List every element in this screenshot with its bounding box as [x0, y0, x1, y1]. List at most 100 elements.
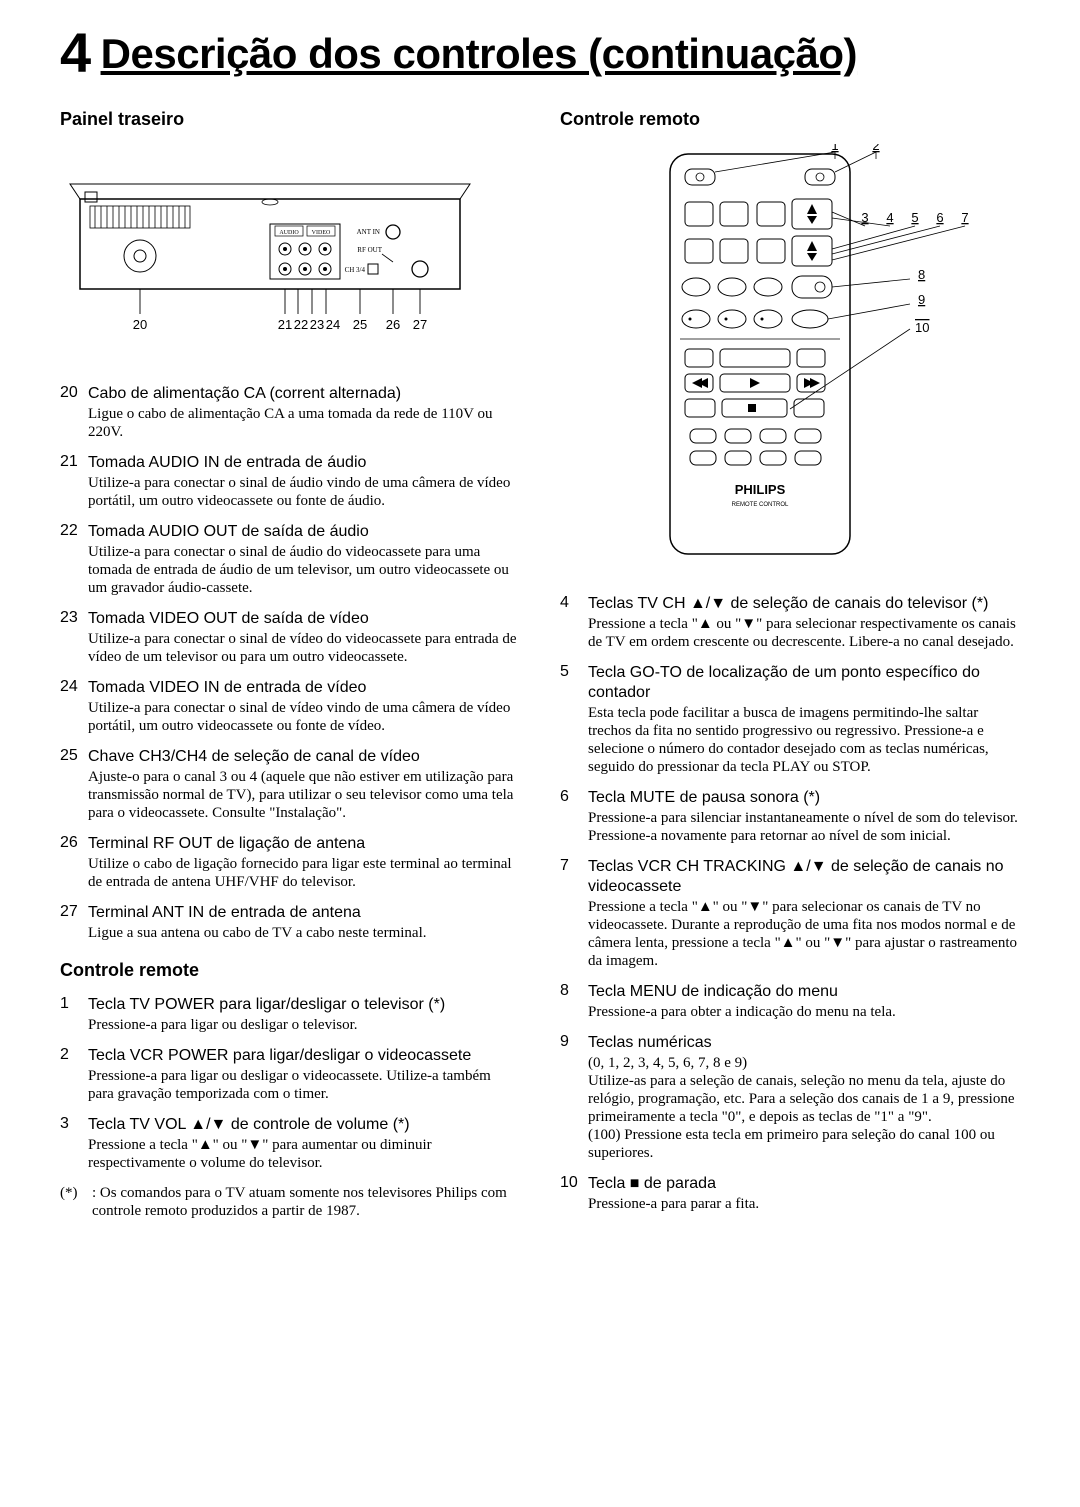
rlabel-4: 4: [886, 210, 893, 225]
item-body: Tomada VIDEO OUT de saída de vídeoUtiliz…: [88, 609, 520, 666]
item-label: Teclas numéricas: [588, 1033, 1020, 1053]
description-item: 24Tomada VIDEO IN de entrada de vídeoUti…: [60, 678, 520, 735]
item-number: 8: [560, 982, 588, 1021]
item-number: 21: [60, 453, 88, 510]
item-description: Utilize-a para conectar o sinal de vídeo…: [88, 630, 520, 666]
rlabel-5: 5: [911, 210, 918, 225]
description-item: 8Tecla MENU de indicação do menuPression…: [560, 982, 1020, 1021]
diag-label-22: 22: [294, 317, 308, 332]
item-description: Pressione-a para ligar ou desligar o tel…: [88, 1016, 520, 1034]
footnote: (*) : Os comandos para o TV atuam soment…: [60, 1184, 520, 1220]
page-title: 4Descrição dos controles (continuação): [60, 20, 1020, 85]
item-description: Ajuste-o para o canal 3 ou 4 (aquele que…: [88, 768, 520, 822]
item-number: 2: [60, 1046, 88, 1103]
diag-label-24: 24: [326, 317, 340, 332]
item-label: Terminal ANT IN de entrada de antena: [88, 903, 520, 923]
item-description: Utilize-a para conectar o sinal de vídeo…: [88, 699, 520, 735]
description-item: 10Tecla ■ de paradaPressione-a para para…: [560, 1174, 1020, 1213]
rlabel-7: 7: [961, 210, 968, 225]
description-item: 23Tomada VIDEO OUT de saída de vídeoUtil…: [60, 609, 520, 666]
item-body: Tecla TV VOL ▲/▼ de controle de volume (…: [88, 1115, 520, 1172]
item-description: Pressione a tecla "▲ ou "▼" para selecio…: [588, 615, 1020, 651]
item-number: 7: [560, 857, 588, 970]
item-number: 4: [560, 594, 588, 651]
diag-label-23: 23: [310, 317, 324, 332]
item-body: Teclas numéricas(0, 1, 2, 3, 4, 5, 6, 7,…: [588, 1033, 1020, 1162]
rear-items-list: 20Cabo de alimentação CA (corrent altern…: [60, 384, 520, 942]
footnote-mark: (*): [60, 1184, 92, 1220]
item-body: Teclas TV CH ▲/▼ de seleção de canais do…: [588, 594, 1020, 651]
title-text: Descrição dos controles (continuação): [101, 30, 857, 77]
item-label: Tecla TV POWER para ligar/desligar o tel…: [88, 995, 520, 1015]
label-audio: AUDIO: [279, 230, 299, 236]
item-number: 23: [60, 609, 88, 666]
item-label: Teclas VCR CH TRACKING ▲/▼ de seleção de…: [588, 857, 1020, 897]
item-number: 1: [60, 995, 88, 1034]
rear-panel-heading: Painel traseiro: [60, 109, 520, 130]
item-number: 25: [60, 747, 88, 822]
item-description: Pressione-a para obter a indicação do me…: [588, 1003, 1020, 1021]
diag-label-21: 21: [278, 317, 292, 332]
item-label: Tecla ■ de parada: [588, 1174, 1020, 1194]
rlabel-8: 8: [918, 267, 925, 282]
rlabel-1: 1: [831, 144, 838, 153]
item-label: Teclas TV CH ▲/▼ de seleção de canais do…: [588, 594, 1020, 614]
description-item: 21Tomada AUDIO IN de entrada de áudioUti…: [60, 453, 520, 510]
remote-diagram: PHILIPS REMOTE CONTROL 1 2 3: [560, 144, 1020, 564]
item-label: Tecla GO-TO de localização de um ponto e…: [588, 663, 1020, 703]
diag-label-25: 25: [353, 317, 367, 332]
item-description: Ligue o cabo de alimentação CA a uma tom…: [88, 405, 520, 441]
rlabel-10: 10: [915, 320, 929, 335]
left-column: Painel traseiro: [60, 103, 520, 1225]
description-item: 1Tecla TV POWER para ligar/desligar o te…: [60, 995, 520, 1034]
item-body: Chave CH3/CH4 de seleção de canal de víd…: [88, 747, 520, 822]
item-label: Tecla MENU de indicação do menu: [588, 982, 1020, 1002]
item-label: Tomada AUDIO OUT de saída de áudio: [88, 522, 520, 542]
footnote-text: : Os comandos para o TV atuam somente no…: [92, 1184, 520, 1220]
item-description: Utilize-a para conectar o sinal de áudio…: [88, 543, 520, 597]
item-description: Esta tecla pode facilitar a busca de ima…: [588, 704, 1020, 776]
description-item: 3Tecla TV VOL ▲/▼ de controle de volume …: [60, 1115, 520, 1172]
right-column: Controle remoto: [560, 103, 1020, 1225]
remote-items-left-list: 1Tecla TV POWER para ligar/desligar o te…: [60, 995, 520, 1172]
item-description: Pressione a tecla "▲" ou "▼" para aument…: [88, 1136, 520, 1172]
item-body: Terminal ANT IN de entrada de antenaLigu…: [88, 903, 520, 942]
item-label: Cabo de alimentação CA (corrent alternad…: [88, 384, 520, 404]
item-body: Tomada VIDEO IN de entrada de vídeoUtili…: [88, 678, 520, 735]
remote-items-right-list: 4Teclas TV CH ▲/▼ de seleção de canais d…: [560, 594, 1020, 1213]
remote-heading-right: Controle remoto: [560, 109, 1020, 130]
item-label: Tecla VCR POWER para ligar/desligar o vi…: [88, 1046, 520, 1066]
item-body: Tomada AUDIO IN de entrada de áudioUtili…: [88, 453, 520, 510]
item-body: Tecla TV POWER para ligar/desligar o tel…: [88, 995, 520, 1034]
item-body: Tomada AUDIO OUT de saída de áudioUtiliz…: [88, 522, 520, 597]
rlabel-2: 2: [872, 144, 879, 153]
item-number: 20: [60, 384, 88, 441]
item-label: Chave CH3/CH4 de seleção de canal de víd…: [88, 747, 520, 767]
item-label: Tecla TV VOL ▲/▼ de controle de volume (…: [88, 1115, 520, 1135]
item-number: 9: [560, 1033, 588, 1162]
item-description: Pressione a tecla "▲" ou "▼" para seleci…: [588, 898, 1020, 970]
item-description: Pressione-a para ligar ou desligar o vid…: [88, 1067, 520, 1103]
item-number: 3: [60, 1115, 88, 1172]
item-number: 27: [60, 903, 88, 942]
item-number: 22: [60, 522, 88, 597]
rlabel-6: 6: [936, 210, 943, 225]
item-description: Pressione-a para parar a fita.: [588, 1195, 1020, 1213]
description-item: 4Teclas TV CH ▲/▼ de seleção de canais d…: [560, 594, 1020, 651]
diag-label-20: 20: [133, 317, 147, 332]
diag-label-27: 27: [413, 317, 427, 332]
item-description: Utilize-a para conectar o sinal de áudio…: [88, 474, 520, 510]
description-item: 7Teclas VCR CH TRACKING ▲/▼ de seleção d…: [560, 857, 1020, 970]
item-number: 6: [560, 788, 588, 845]
label-ch: CH 3/4: [345, 266, 366, 274]
description-item: 6Tecla MUTE de pausa sonora (*)Pressione…: [560, 788, 1020, 845]
item-body: Cabo de alimentação CA (corrent alternad…: [88, 384, 520, 441]
description-item: 2Tecla VCR POWER para ligar/desligar o v…: [60, 1046, 520, 1103]
item-number: 26: [60, 834, 88, 891]
item-number: 24: [60, 678, 88, 735]
item-label: Terminal RF OUT de ligação de antena: [88, 834, 520, 854]
item-description: Pressione-a para silenciar instantaneame…: [588, 809, 1020, 845]
item-body: Tecla MENU de indicação do menuPressione…: [588, 982, 1020, 1021]
title-number: 4: [60, 20, 91, 85]
item-body: Tecla VCR POWER para ligar/desligar o vi…: [88, 1046, 520, 1103]
